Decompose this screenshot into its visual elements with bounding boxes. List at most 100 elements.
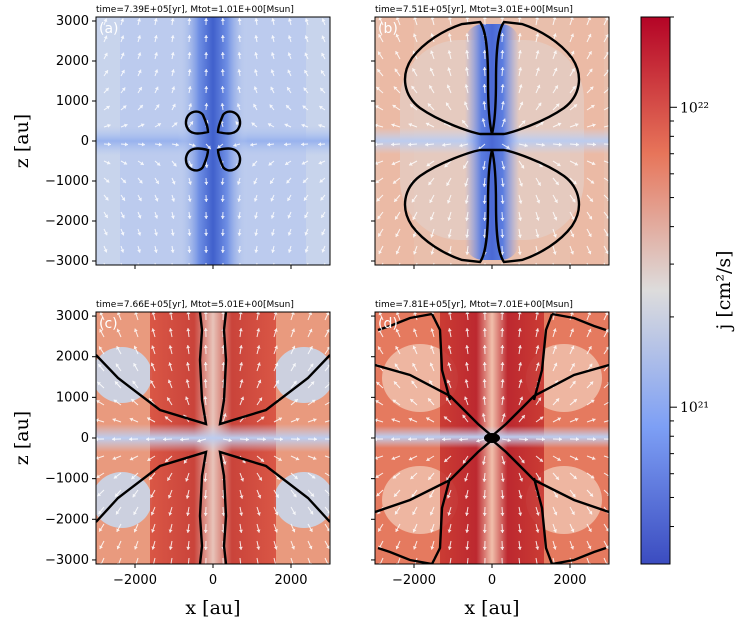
- velocity-arrowhead: [295, 417, 300, 422]
- velocity-arrowhead: [172, 103, 176, 108]
- velocity-arrowhead: [121, 214, 125, 219]
- velocity-arrowhead: [104, 70, 108, 74]
- velocity-arrowhead: [465, 33, 470, 37]
- velocity-arrowhead: [573, 399, 577, 403]
- velocity-arrowhead: [501, 166, 506, 170]
- velocity-arrowhead: [605, 527, 609, 532]
- velocity-arrowhead: [539, 416, 544, 421]
- velocity-arrowhead: [141, 142, 145, 147]
- velocity-arrowhead: [168, 529, 173, 533]
- velocity-arrowhead: [409, 162, 413, 166]
- velocity-arrowhead: [519, 477, 524, 482]
- velocity-arrowhead: [518, 67, 523, 71]
- velocity-arrowhead: [292, 511, 296, 515]
- velocity-arrowhead: [99, 346, 103, 351]
- velocity-arrowhead: [253, 180, 258, 185]
- velocity-arrowhead: [464, 84, 469, 88]
- velocity-arrowhead: [220, 181, 225, 185]
- ytick-label: 0: [81, 431, 89, 446]
- velocity-arrowhead: [253, 198, 258, 202]
- velocity-arrowhead: [271, 267, 275, 270]
- velocity-arrowhead: [570, 233, 575, 238]
- velocity-arrowhead: [121, 197, 125, 201]
- velocity-arrowhead: [552, 328, 557, 332]
- velocity-arrowhead: [186, 546, 191, 550]
- ytick-label: −2000: [45, 214, 89, 229]
- velocity-arrowhead: [115, 493, 119, 497]
- velocity-arrowhead: [552, 33, 557, 37]
- velocity-arrowhead: [605, 346, 609, 351]
- velocity-arrowhead: [112, 418, 116, 422]
- velocity-arrowhead: [220, 198, 225, 202]
- velocity-arrowhead: [444, 163, 449, 168]
- velocity-arrowhead: [170, 215, 175, 219]
- velocity-arrowhead: [447, 328, 452, 332]
- velocity-arrowhead: [500, 234, 505, 238]
- velocity-arrowhead: [96, 418, 99, 423]
- velocity-vector: [535, 262, 537, 265]
- velocity-arrowhead: [413, 312, 418, 315]
- velocity-arrowhead: [151, 529, 155, 533]
- velocity-arrowhead: [391, 161, 396, 166]
- velocity-arrowhead: [304, 18, 309, 22]
- velocity-arrowhead: [256, 312, 261, 315]
- velocity-arrowhead: [153, 18, 158, 22]
- velocity-arrowhead: [175, 142, 179, 147]
- velocity-arrowhead: [392, 399, 397, 404]
- velocity-arrowhead: [501, 461, 506, 465]
- velocity-arrowhead: [535, 269, 539, 272]
- velocity-arrowhead: [557, 457, 561, 461]
- velocity-arrowhead: [104, 196, 109, 201]
- velocity-arrowhead: [120, 52, 125, 57]
- velocity-arrowhead: [239, 379, 244, 383]
- velocity-arrowhead: [319, 106, 323, 110]
- velocity-arrowhead: [103, 35, 108, 40]
- velocity-arrowhead: [275, 494, 279, 498]
- velocity-arrowhead: [605, 268, 609, 272]
- velocity-arrowhead: [606, 69, 609, 73]
- velocity-vector: [569, 262, 572, 265]
- velocity-arrowhead: [482, 312, 487, 315]
- velocity-arrowhead: [395, 346, 399, 350]
- velocity-arrowhead: [375, 123, 378, 128]
- velocity-arrowhead: [254, 69, 258, 73]
- velocity-arrowhead: [238, 328, 243, 332]
- velocity-arrowhead: [156, 162, 161, 166]
- velocity-vector: [414, 557, 418, 564]
- velocity-arrowhead: [203, 546, 208, 550]
- velocity-arrowhead: [395, 328, 400, 333]
- velocity-arrowhead: [465, 50, 470, 54]
- velocity-arrowhead: [146, 437, 150, 442]
- velocity-arrowhead: [131, 475, 135, 480]
- velocity-arrowhead: [431, 268, 435, 271]
- velocity-arrowhead: [155, 180, 159, 184]
- velocity-arrowhead: [375, 400, 379, 404]
- velocity-vector: [603, 88, 609, 94]
- velocity-vector: [256, 262, 258, 265]
- velocity-arrowhead: [413, 328, 417, 333]
- velocity-arrowhead: [413, 545, 417, 550]
- velocity-arrowhead: [237, 52, 242, 56]
- velocity-vector: [518, 262, 520, 265]
- velocity-arrowhead: [500, 512, 505, 516]
- velocity-arrowhead: [97, 492, 102, 497]
- velocity-arrowhead: [552, 251, 557, 255]
- velocity-arrowhead: [220, 35, 225, 39]
- velocity-arrowhead: [257, 379, 262, 384]
- velocity-arrowhead: [107, 142, 111, 147]
- velocity-arrowhead: [133, 345, 138, 350]
- velocity-arrowhead: [187, 86, 192, 90]
- velocity-arrowhead: [482, 183, 487, 187]
- velocity-arrowhead: [185, 478, 189, 482]
- velocity-arrowhead: [238, 345, 243, 349]
- velocity-arrowhead: [318, 142, 322, 147]
- velocity-arrowhead: [570, 250, 574, 255]
- velocity-arrowhead: [378, 34, 382, 38]
- velocity-arrowhead: [605, 51, 609, 56]
- velocity-arrowhead: [203, 478, 208, 482]
- velocity-arrowhead: [270, 197, 275, 202]
- ytick-label: −1000: [45, 174, 89, 189]
- xtick-label: 2000: [553, 573, 586, 588]
- velocity-arrowhead: [500, 328, 505, 332]
- velocity-arrowhead: [553, 268, 557, 271]
